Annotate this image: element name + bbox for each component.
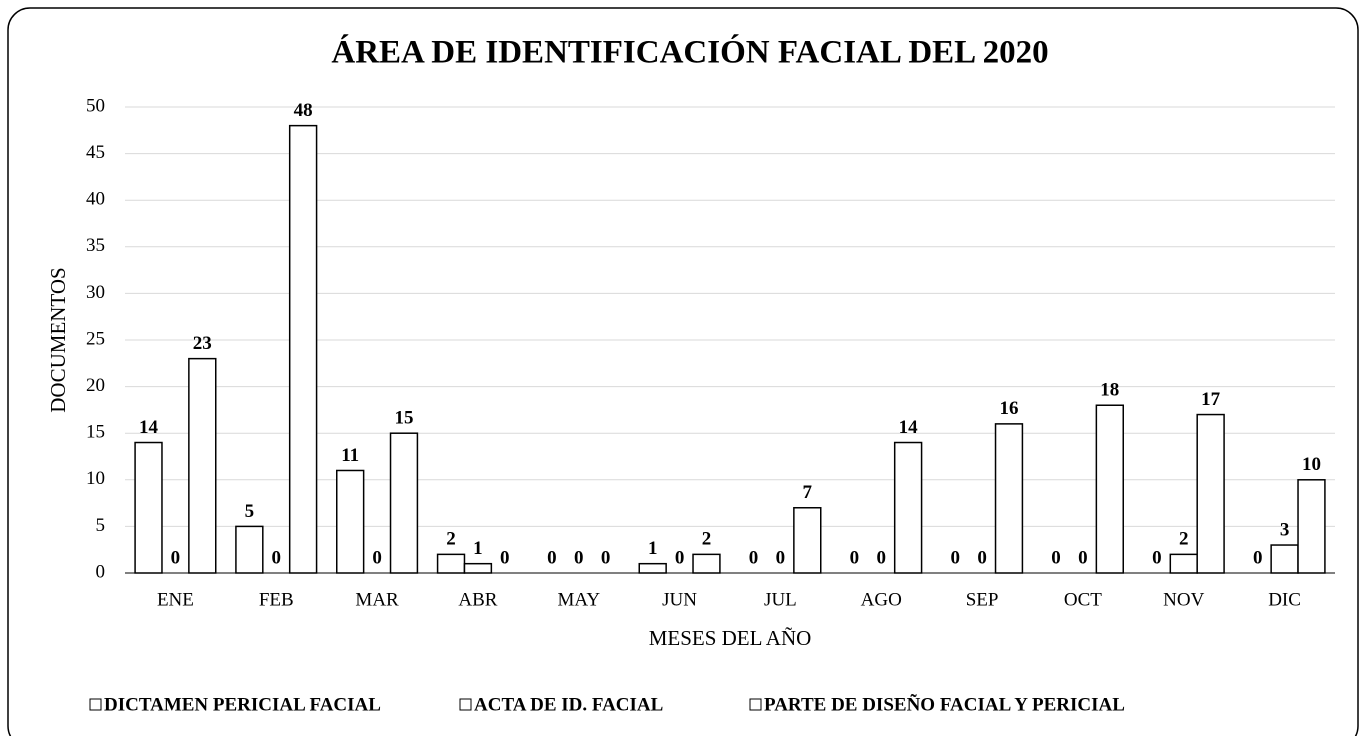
y-tick-label: 50	[86, 95, 105, 116]
x-tick-label: SEP	[966, 589, 999, 610]
bar	[793, 507, 822, 574]
bar	[638, 562, 667, 574]
data-label: 0	[950, 547, 960, 568]
y-tick-label: 35	[86, 235, 105, 256]
y-tick-label: 30	[86, 282, 105, 303]
bar	[1270, 544, 1299, 574]
y-tick-label: 15	[86, 422, 105, 443]
x-tick-label: AGO	[861, 589, 902, 610]
data-label: 0	[272, 547, 282, 568]
data-label: 0	[749, 547, 759, 568]
data-label: 2	[446, 529, 456, 550]
data-label: 7	[803, 482, 813, 503]
y-tick-label: 40	[86, 189, 105, 210]
data-label: 17	[1201, 389, 1221, 410]
legend-label: DICTAMEN PERICIAL FACIAL	[104, 694, 381, 715]
data-label: 0	[977, 547, 987, 568]
bar	[288, 124, 318, 574]
bar	[994, 423, 1024, 574]
data-label: 0	[574, 547, 584, 568]
data-label: 48	[294, 100, 313, 121]
data-label: 0	[1253, 547, 1263, 568]
x-tick-label: MAY	[557, 589, 600, 610]
data-label: 0	[776, 547, 786, 568]
data-label: 0	[877, 547, 887, 568]
x-tick-label: NOV	[1163, 589, 1204, 610]
x-tick-label: DIC	[1268, 589, 1301, 610]
data-label: 15	[394, 408, 413, 429]
y-axis-label: DOCUMENTOS	[46, 267, 70, 412]
x-tick-label: JUL	[764, 589, 797, 610]
legend-swatch	[749, 698, 762, 711]
y-tick-label: 25	[86, 328, 105, 349]
data-label: 0	[171, 547, 181, 568]
bar	[1095, 404, 1124, 574]
bar	[188, 357, 217, 574]
data-label: 0	[372, 547, 382, 568]
data-label: 2	[702, 529, 712, 550]
chart-title: ÁREA DE IDENTIFICACIÓN FACIAL DEL 2020	[331, 33, 1048, 71]
bar	[235, 525, 264, 574]
y-tick-label: 5	[96, 515, 106, 536]
data-label: 10	[1302, 454, 1321, 475]
y-tick-label: 45	[86, 142, 105, 163]
data-label: 0	[1078, 547, 1088, 568]
data-label: 0	[1152, 547, 1162, 568]
x-axis-label: MESES DEL AÑO	[649, 626, 812, 650]
data-label: 3	[1280, 519, 1290, 540]
data-label: 1	[473, 538, 483, 559]
data-label: 0	[500, 547, 510, 568]
x-tick-label: FEB	[259, 589, 294, 610]
data-label: 5	[245, 501, 255, 522]
data-label: 23	[193, 333, 212, 354]
bar	[134, 441, 163, 574]
data-label: 18	[1100, 380, 1119, 401]
data-label: 1	[648, 538, 658, 559]
data-label: 0	[850, 547, 860, 568]
data-label: 0	[547, 547, 557, 568]
y-tick-label: 10	[86, 468, 105, 489]
y-tick-label: 0	[96, 561, 106, 582]
bar	[893, 441, 923, 574]
x-tick-label: OCT	[1064, 589, 1102, 610]
bar	[389, 432, 419, 574]
data-label: 14	[139, 417, 159, 438]
bar	[336, 469, 365, 574]
data-label: 16	[999, 398, 1018, 419]
x-tick-label: ABR	[458, 589, 497, 610]
data-label: 0	[1051, 547, 1061, 568]
y-tick-label: 20	[86, 375, 105, 396]
bar	[1169, 553, 1198, 574]
x-tick-label: ENE	[157, 589, 194, 610]
legend-swatch	[459, 698, 472, 711]
x-tick-label: MAR	[355, 589, 399, 610]
bar	[463, 562, 493, 574]
legend-label: ACTA DE ID. FACIAL	[474, 694, 663, 715]
legend-label: PARTE DE DISEÑO FACIAL Y PERICIAL	[764, 693, 1125, 715]
data-label: 11	[341, 445, 359, 466]
x-tick-label: JUN	[662, 589, 697, 610]
bar	[1297, 479, 1326, 574]
bar	[436, 553, 466, 574]
data-label: 14	[899, 417, 919, 438]
data-label: 2	[1179, 529, 1189, 550]
data-label: 0	[675, 547, 685, 568]
bar	[1196, 413, 1225, 574]
bar	[692, 553, 721, 574]
legend-swatch	[89, 698, 102, 711]
data-label: 0	[601, 547, 611, 568]
